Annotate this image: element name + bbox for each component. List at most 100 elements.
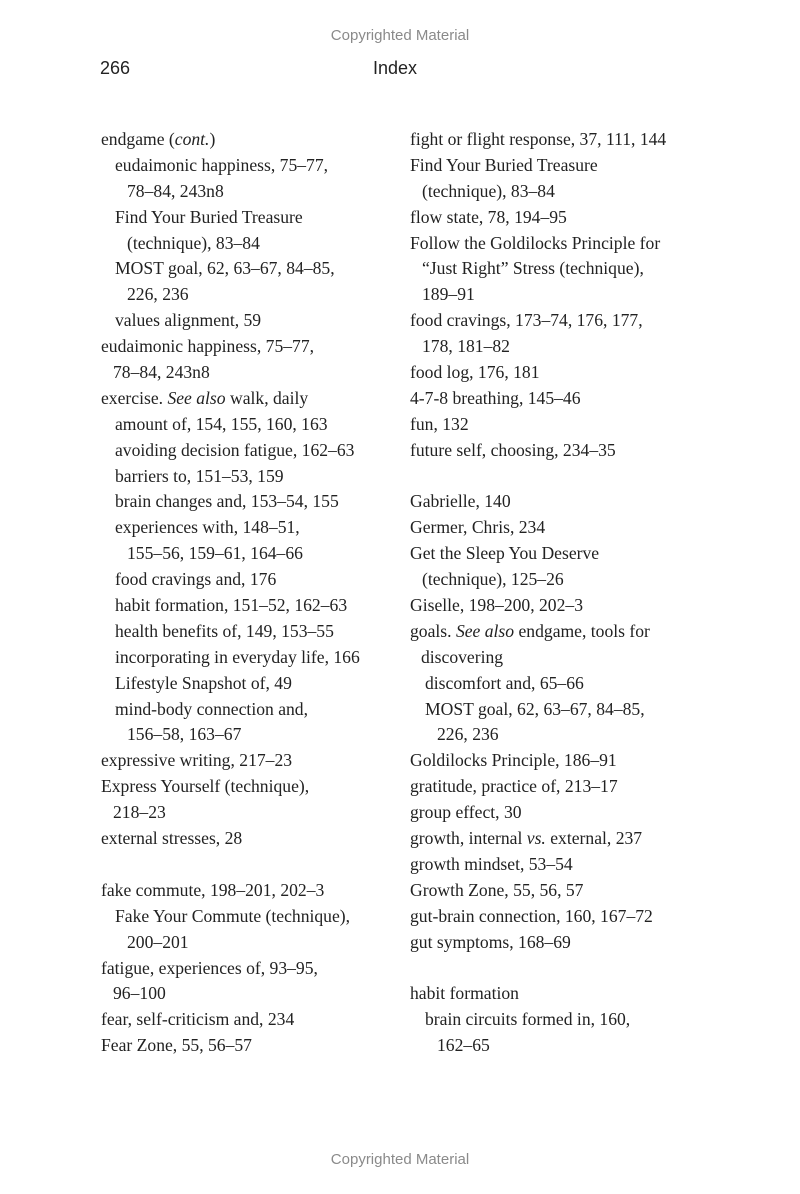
index-entry-text: barriers to, 151–53, 159 xyxy=(115,465,284,486)
running-head: Index xyxy=(372,58,418,78)
index-entry-line: brain circuits formed in, 160, xyxy=(410,1007,666,1033)
index-entry-line: experiences with, 148–51, xyxy=(101,515,360,541)
index-entry-line: amount of, 154, 155, 160, 163 xyxy=(101,412,360,438)
index-entry-text: food cravings and, 176 xyxy=(115,569,277,590)
index-entry-line: mind-body connection and, xyxy=(101,697,360,723)
index-entry-line: brain changes and, 153–54, 155 xyxy=(101,489,360,515)
index-entry-text: 155–56, 159–61, 164–66 xyxy=(127,543,303,564)
index-entry-text: fake commute, 198–201, 202–3 xyxy=(101,879,325,900)
index-entry-text: mind-body connection and, xyxy=(115,698,308,719)
index-entry-line: 226, 236 xyxy=(410,722,666,748)
index-entry-text: avoiding decision fatigue, 162–63 xyxy=(115,439,355,460)
index-entry-line: 178, 181–82 xyxy=(410,334,666,360)
index-entry-line: fight or flight response, 37, 111, 144 xyxy=(410,127,666,153)
index-entry-text: growth mindset, 53–54 xyxy=(410,853,573,874)
index-entry-text: Find Your Buried Treasure xyxy=(115,206,303,227)
index-entry-italic-text: vs. xyxy=(526,828,546,849)
index-entry-line: Growth Zone, 55, 56, 57 xyxy=(410,878,666,904)
index-entry-text: food cravings, 173–74, 176, 177, xyxy=(410,310,643,331)
index-entry-line: 4-7-8 breathing, 145–46 xyxy=(410,386,666,412)
index-entry-line: Fear Zone, 55, 56–57 xyxy=(101,1033,360,1059)
index-entry-text: endgame ( xyxy=(101,129,175,149)
index-entry-text: external stresses, 28 xyxy=(101,828,243,849)
index-entry-text: fear, self-criticism and, 234 xyxy=(101,1009,295,1030)
index-entry-text: brain circuits formed in, 160, xyxy=(425,1009,631,1030)
index-entry-text: 96–100 xyxy=(113,983,166,1004)
index-entry-text: Giselle, 198–200, 202–3 xyxy=(410,595,583,616)
index-entry-line: Get the Sleep You Deserve xyxy=(410,541,666,567)
index-entry-line: fear, self-criticism and, 234 xyxy=(101,1007,360,1033)
index-entry-text: 156–58, 163–67 xyxy=(127,724,242,745)
index-entry-text: expressive writing, 217–23 xyxy=(101,750,293,771)
index-entry-line: eudaimonic happiness, 75–77, xyxy=(101,334,360,360)
index-entry-text: 226, 236 xyxy=(437,724,499,745)
index-entry-text: health benefits of, 149, 153–55 xyxy=(115,620,334,641)
index-entry-line: 78–84, 243n8 xyxy=(101,360,360,386)
index-entry-line: gut symptoms, 168–69 xyxy=(410,930,666,956)
index-entry-line: barriers to, 151–53, 159 xyxy=(101,464,360,490)
index-entry-line: growth, internal vs. external, 237 xyxy=(410,826,666,852)
index-entry-line: Goldilocks Principle, 186–91 xyxy=(410,748,666,774)
index-entry-text: “Just Right” Stress (technique), xyxy=(422,258,644,279)
index-entry-text: 162–65 xyxy=(437,1035,490,1056)
index-entry-line: Find Your Buried Treasure xyxy=(410,153,666,179)
index-entry-text: gut symptoms, 168–69 xyxy=(410,931,571,952)
index-entry-line: 78–84, 243n8 xyxy=(101,179,360,205)
index-entry-text: Follow the Goldilocks Principle for xyxy=(410,232,661,253)
index-entry-text: walk, daily xyxy=(225,387,309,408)
index-entry-text: goals. xyxy=(410,620,456,641)
index-entry-text: MOST goal, 62, 63–67, 84–85, xyxy=(115,258,335,279)
index-entry-text: habit formation xyxy=(410,983,519,1004)
index-entry-text: flow state, 78, 194–95 xyxy=(410,206,567,227)
index-entry-text: 200–201 xyxy=(127,931,189,952)
index-entry-line: fatigue, experiences of, 93–95, xyxy=(101,956,360,982)
index-entry-line: 200–201 xyxy=(101,930,360,956)
index-entry-text: Gabrielle, 140 xyxy=(410,491,511,512)
index-entry-text: 226, 236 xyxy=(127,284,189,305)
index-entry-line: Lifestyle Snapshot of, 49 xyxy=(101,671,360,697)
index-entry-text: future self, choosing, 234–35 xyxy=(410,439,616,460)
index-entry-text: gratitude, practice of, 213–17 xyxy=(410,776,618,797)
index-entry-text: values alignment, 59 xyxy=(115,310,262,331)
index-entry-text: ) xyxy=(209,129,216,149)
index-entry-line: food cravings and, 176 xyxy=(101,567,360,593)
index-entry-line: habit formation, 151–52, 162–63 xyxy=(101,593,360,619)
index-entry-text: 178, 181–82 xyxy=(422,336,510,357)
index-entry-text: incorporating in everyday life, 166 xyxy=(115,646,360,667)
index-entry-text: eudaimonic happiness, 75–77, xyxy=(115,154,329,175)
index-entry-text: Find Your Buried Treasure xyxy=(410,154,598,175)
index-entry-text: Get the Sleep You Deserve xyxy=(410,543,600,564)
index-entry-text: experiences with, 148–51, xyxy=(115,517,300,538)
index-entry-line: Giselle, 198–200, 202–3 xyxy=(410,593,666,619)
index-entry-line: goals. See also endgame, tools for xyxy=(410,619,666,645)
index-entry-text: Fake Your Commute (technique), xyxy=(115,905,351,926)
index-entry-text: Express Yourself (technique), xyxy=(101,776,310,797)
index-entry-text: Lifestyle Snapshot of, 49 xyxy=(115,672,292,693)
index-entry-line: endgame (cont.) xyxy=(101,127,360,153)
index-entry-italic-text: See also xyxy=(455,620,515,641)
index-entry-text: gut-brain connection, 160, 167–72 xyxy=(410,905,653,926)
index-entry-text: Goldilocks Principle, 186–91 xyxy=(410,750,617,771)
index-entry-line: avoiding decision fatigue, 162–63 xyxy=(101,438,360,464)
index-entry-line: external stresses, 28 xyxy=(101,826,360,852)
index-entry-line: MOST goal, 62, 63–67, 84–85, xyxy=(101,256,360,282)
index-section: Gabrielle, 140 Germer, Chris, 234 Get the … xyxy=(410,489,666,955)
index-entry-text: eudaimonic happiness, 75–77, xyxy=(101,336,315,357)
index-entry-line: 162–65 xyxy=(410,1033,666,1059)
index-column-left: endgame (cont.) eudaimonic happiness, 75–… xyxy=(101,127,360,1059)
index-entry-line: Express Yourself (technique), xyxy=(101,774,360,800)
index-entry-line: Follow the Goldilocks Principle for xyxy=(410,231,666,257)
index-entry-line: habit formation xyxy=(410,981,666,1007)
index-entry-text: 78–84, 243n8 xyxy=(127,180,224,201)
index-entry-line: “Just Right” Stress (technique), xyxy=(410,256,666,282)
index-section: fake commute, 198–201, 202–3 Fake Your Co… xyxy=(101,878,360,1059)
index-entry-line: Gabrielle, 140 xyxy=(410,489,666,515)
index-entry-line: discovering xyxy=(410,645,666,671)
index-entry-line: Find Your Buried Treasure xyxy=(101,205,360,231)
index-entry-text: exercise. xyxy=(101,387,168,408)
index-entry-line: Fake Your Commute (technique), xyxy=(101,904,360,930)
index-entry-line: health benefits of, 149, 153–55 xyxy=(101,619,360,645)
index-entry-line: incorporating in everyday life, 166 xyxy=(101,645,360,671)
index-entry-line: growth mindset, 53–54 xyxy=(410,852,666,878)
index-entry-line: (technique), 125–26 xyxy=(410,567,666,593)
